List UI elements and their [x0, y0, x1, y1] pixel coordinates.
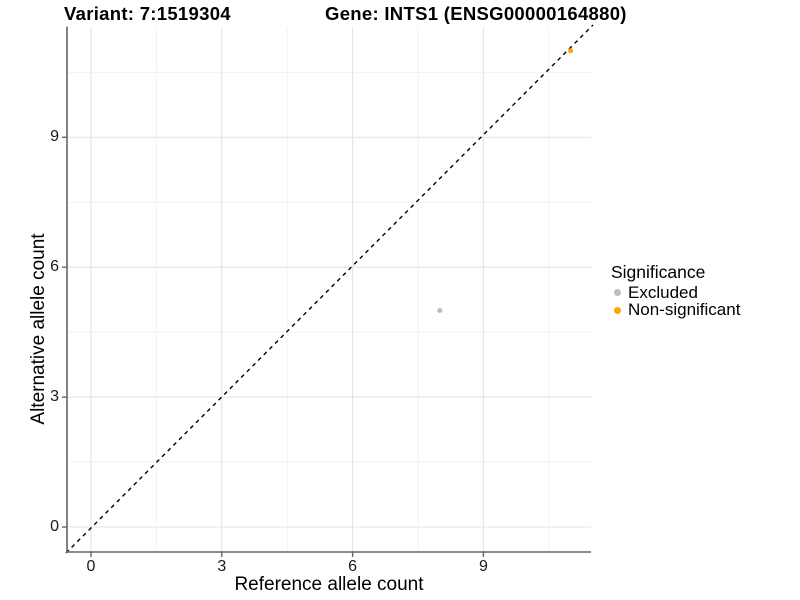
- gene-title: Gene: INTS1 (ENSG00000164880): [325, 3, 627, 24]
- non-significant-swatch-icon: [614, 306, 621, 314]
- y-tick-label: 6: [50, 258, 59, 276]
- y-tick-label: 3: [50, 388, 59, 406]
- legend-item-non-significant-label: Non-significant: [628, 300, 741, 320]
- legend-item-non-significant: Non-significant: [611, 300, 741, 320]
- plot-canvas: [62, 24, 594, 557]
- x-tick-label: 9: [478, 558, 488, 575]
- legend-item-excluded-label: Excluded: [628, 282, 698, 302]
- plot-panel: [62, 24, 594, 557]
- legend-title: Significance: [611, 262, 706, 282]
- legend-item-excluded: Excluded: [611, 282, 740, 302]
- data-point-excluded: [437, 308, 443, 313]
- identity-line: [65, 24, 594, 554]
- legend: Significance Excluded Non-significant: [611, 262, 740, 319]
- y-tick-label: 0: [50, 518, 59, 535]
- excluded-swatch-icon: [614, 289, 621, 297]
- x-tick-label: 0: [86, 558, 96, 575]
- data-point-non-significant: [568, 48, 574, 54]
- x-axis-title: Reference allele count: [234, 574, 424, 595]
- x-tick-label: 6: [348, 558, 358, 575]
- variant-title: Variant: 7:1519304: [64, 3, 231, 24]
- y-tick-label: 9: [50, 128, 59, 146]
- x-tick-label: 3: [217, 558, 227, 575]
